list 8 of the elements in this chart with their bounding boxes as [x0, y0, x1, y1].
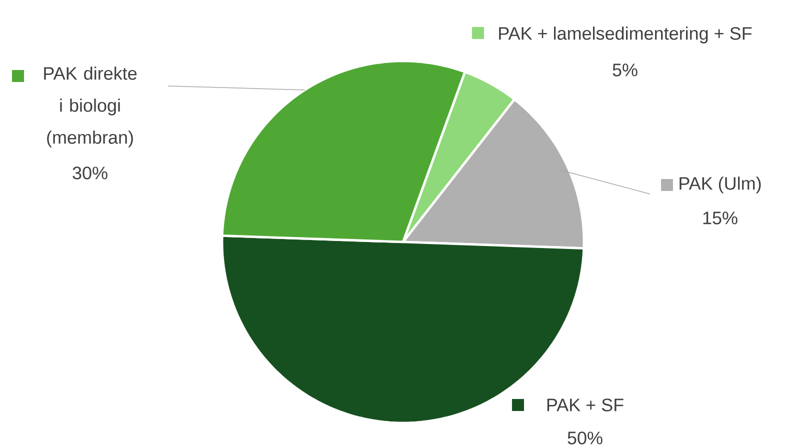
- data-label: 50%: [568, 432, 602, 444]
- data-label: 15%: [703, 212, 738, 224]
- legend-label: PAK + lamelsedimentering + SF: [499, 26, 752, 44]
- legend-label: PAK (Ulm): [680, 176, 761, 194]
- data-label: 30%: [72, 166, 108, 180]
- legend-label: PAK + SF: [547, 398, 624, 412]
- legend-label: PAK direkte i biologi (membran): [44, 66, 137, 148]
- data-label: 5%: [612, 64, 638, 76]
